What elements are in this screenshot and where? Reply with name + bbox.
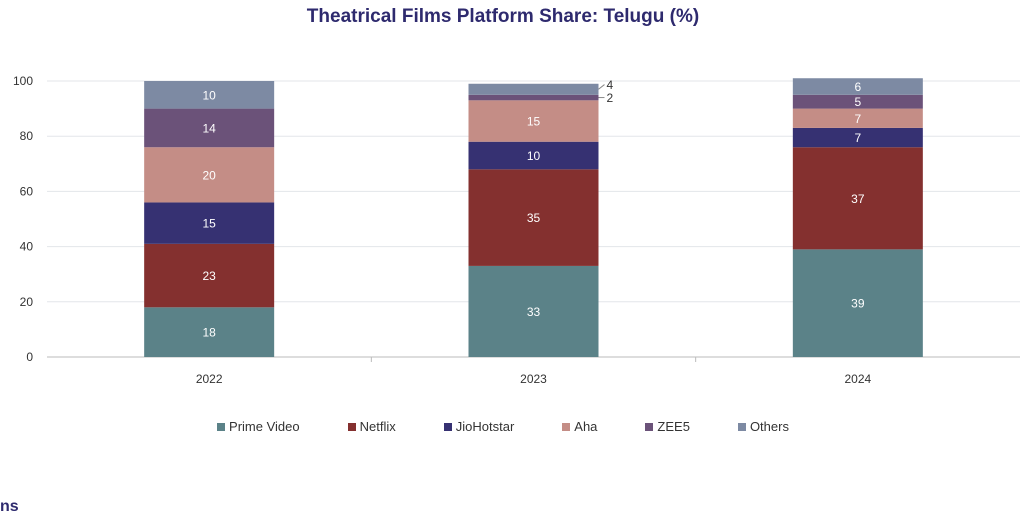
bar-segment-aha-2024: [792, 108, 923, 128]
legend-label: Netflix: [359, 419, 396, 434]
legend-swatch: [443, 422, 452, 431]
bar-segment-prime-video-2022: [144, 307, 275, 357]
legend-label: Aha: [574, 419, 598, 434]
y-tick-label: 40: [20, 240, 34, 254]
data-label: 37: [851, 192, 865, 206]
bar-segment-others-2024: [792, 78, 923, 95]
data-label: 7: [854, 131, 861, 145]
legend-item: JioHotstar: [443, 419, 515, 434]
data-label: 2: [607, 91, 614, 105]
data-label: 14: [202, 121, 216, 135]
bar-segment-jiohotstar-2023: [468, 141, 599, 170]
legend-label: Prime Video: [229, 419, 300, 434]
bar-segment-prime-video-2024: [792, 249, 923, 357]
y-tick-label: 60: [20, 184, 34, 198]
data-label: 15: [202, 217, 216, 231]
x-tick-label: 2023: [520, 372, 547, 386]
legend-swatch: [217, 422, 226, 431]
bar-segment-prime-video-2023: [468, 265, 599, 357]
legend-swatch: [645, 422, 654, 431]
y-tick-label: 0: [26, 350, 33, 364]
data-label: 10: [527, 149, 541, 163]
legend-swatch: [562, 422, 571, 431]
legend-label: JioHotstar: [455, 419, 515, 434]
legend-label: ZEE5: [657, 419, 690, 434]
bar-segment-zee5-2024: [792, 94, 923, 109]
legend-swatch: [347, 422, 356, 431]
bar-segment-jiohotstar-2022: [144, 202, 275, 244]
legend-item: Netflix: [347, 419, 396, 434]
legend-swatch: [737, 422, 746, 431]
cut-off-heading: ns: [0, 498, 19, 515]
data-label: 35: [527, 211, 541, 225]
legend-item: Prime Video: [217, 419, 300, 434]
chart-title: Theatrical Films Platform Share: Telugu …: [306, 6, 700, 27]
legend-item: ZEE5: [645, 419, 690, 434]
data-label-leader: [598, 84, 605, 90]
stacked-bar-chart: 0 20 40 60 80 100 18 23 15 20 14 10 2022 33 35 10 15 24 20…: [13, 74, 1020, 386]
bar-segment-aha-2023: [468, 100, 599, 142]
data-label: 15: [527, 115, 541, 129]
bar-segment-netflix-2024: [792, 147, 923, 250]
y-tick-label: 100: [13, 74, 33, 88]
legend-item: Aha: [562, 419, 597, 434]
x-tick-label: 2024: [844, 372, 871, 386]
bar-segment-others-2022: [144, 81, 275, 109]
legend-item: Others: [737, 419, 789, 434]
bar-segment-netflix-2023: [468, 169, 599, 266]
x-tick-label: 2022: [196, 372, 223, 386]
data-label: 23: [202, 269, 216, 283]
y-tick-label: 20: [20, 295, 34, 309]
data-label: 18: [202, 326, 216, 340]
data-label: 5: [854, 95, 861, 109]
bar-segment-aha-2022: [144, 147, 275, 203]
legend: Prime Video Netflix JioHotstar Aha ZEE5 Other…: [0, 419, 1006, 434]
legend-label: Others: [749, 419, 789, 434]
bar-segment-zee5-2022: [144, 108, 275, 148]
bar-segment-others-2023: [468, 83, 599, 95]
data-label: 6: [854, 80, 861, 94]
data-label: 10: [202, 88, 216, 102]
bar-segment-netflix-2022: [144, 243, 275, 308]
bar-segment-jiohotstar-2024: [792, 127, 923, 148]
data-label: 33: [527, 305, 541, 319]
data-label: 20: [202, 168, 216, 182]
data-label: 4: [607, 78, 614, 92]
data-label: 7: [854, 112, 861, 126]
y-tick-label: 80: [20, 129, 34, 143]
data-label: 39: [851, 297, 865, 311]
bar-segment-zee5-2023: [468, 94, 599, 101]
